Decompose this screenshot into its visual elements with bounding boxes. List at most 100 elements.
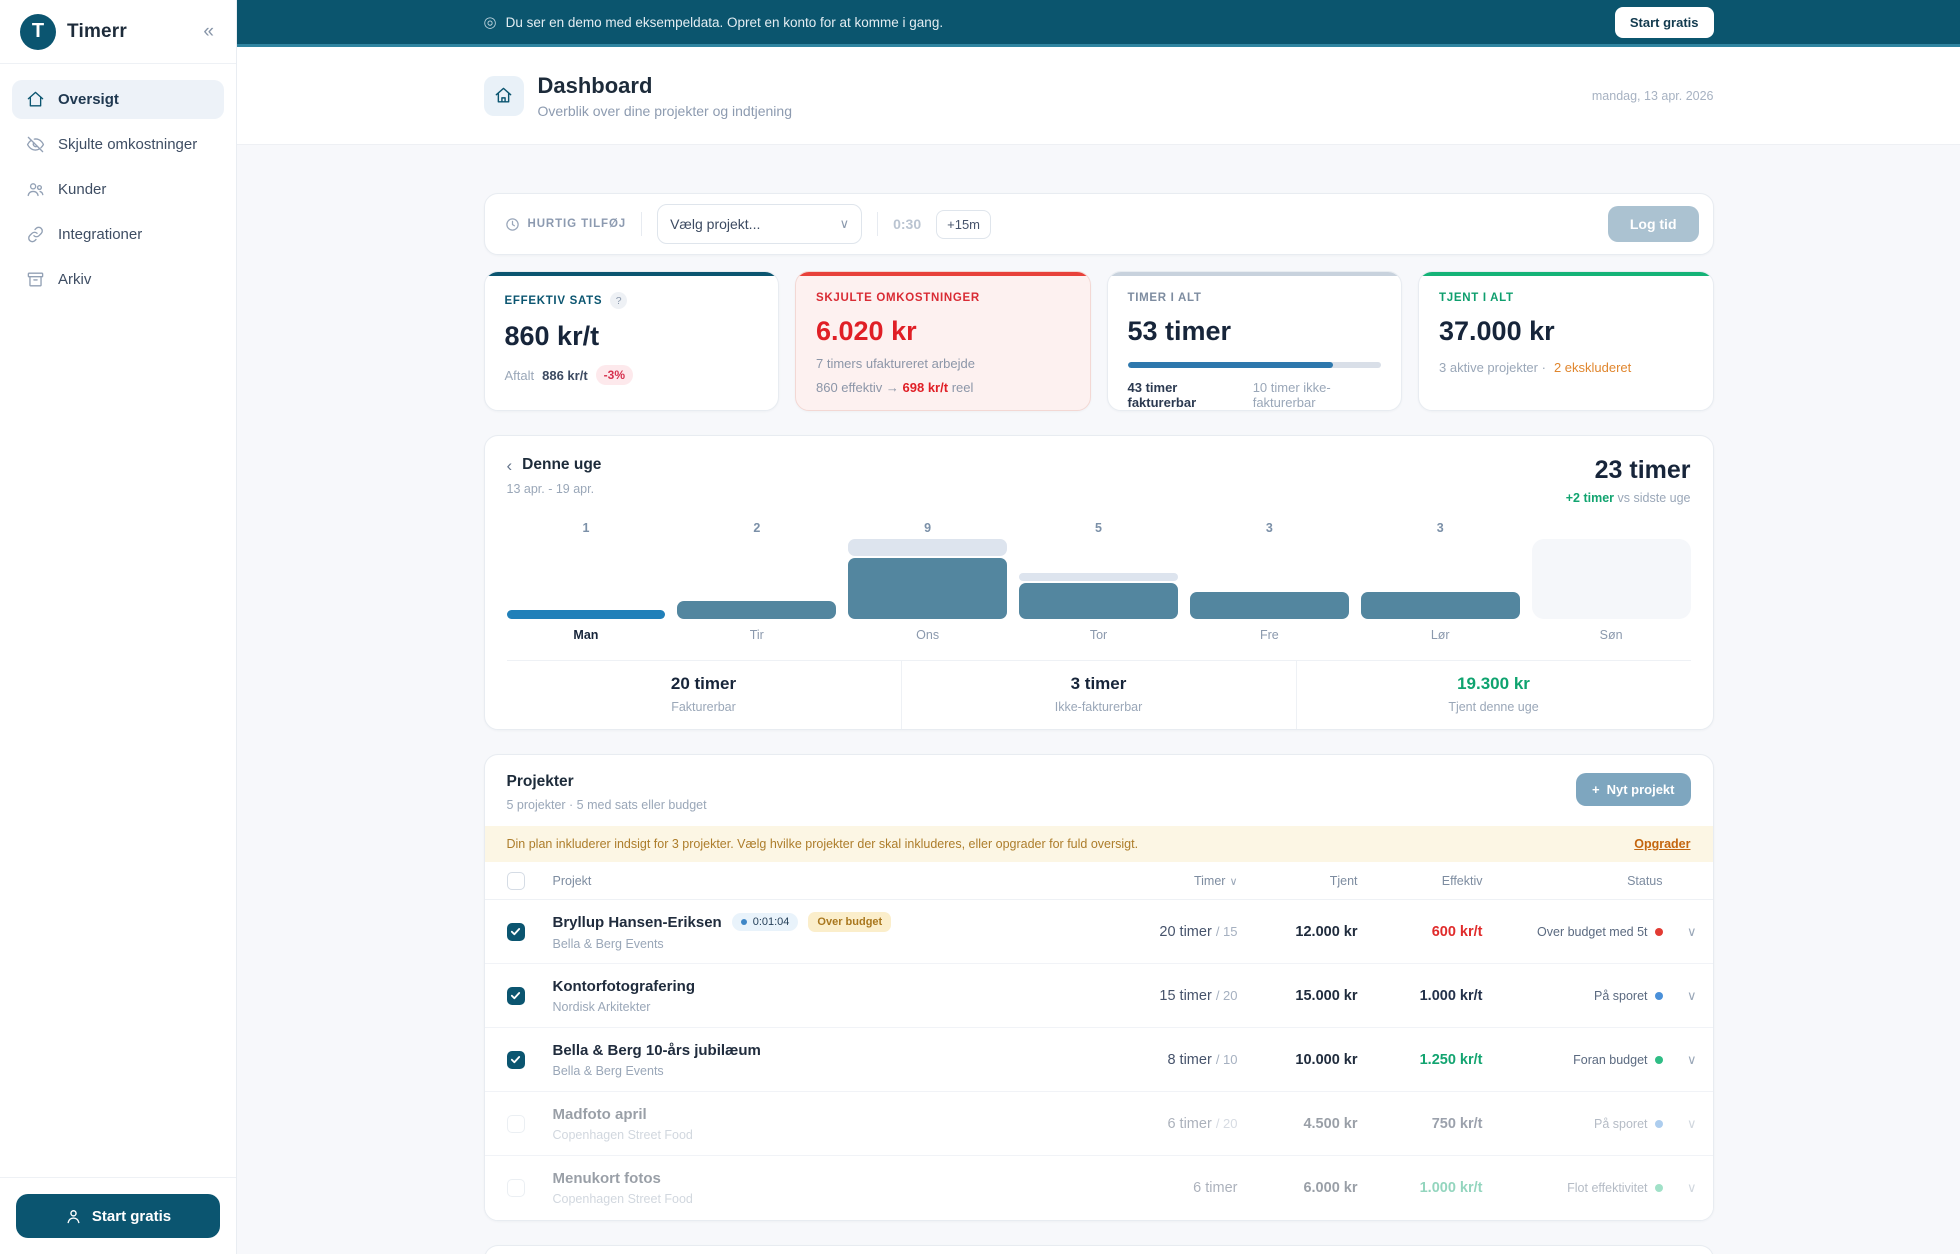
banner-start-gratis-button[interactable]: Start gratis [1614,6,1714,38]
over-budget-tag: Over budget [808,912,892,932]
sidebar-start-gratis-button[interactable]: Start gratis [16,1194,220,1238]
bar-value-label: 2 [753,521,761,535]
select-all-checkbox[interactable] [506,871,525,890]
stat-value: 860 kr/t [504,321,600,351]
expand-row-chevron-icon[interactable]: ∨ [1686,1180,1697,1195]
stat-label: EFFEKTIV SATS [504,294,603,307]
project-row: Menukort fotos Copenhagen Street Food 6 ti… [484,1156,1713,1220]
stat-card-effektiv-sats: EFFEKTIV SATS ? 860 kr/t Aftalt 886 kr/t… [483,271,779,411]
new-project-button[interactable]: + Nyt projekt [1576,773,1691,806]
plus-icon: + [1592,782,1600,797]
project-client: Copenhagen Street Food [552,1192,693,1206]
project-checkbox[interactable] [506,1050,525,1069]
duration-display: 0:30 [893,216,922,232]
bar-nonbillable-segment [848,539,1008,557]
bar-area [1531,539,1691,619]
sidebar-item-label: Arkiv [58,271,92,288]
sidebar-item-integrationer[interactable]: Integrationer [12,215,224,254]
sidebar-item-oversigt[interactable]: Oversigt [12,80,224,119]
upgrade-link[interactable]: Opgrader [1634,837,1691,851]
users-icon [27,183,44,197]
brand: T Timerr [20,13,127,50]
week-summary: 20 timer Fakturerbar 3 timer Ikke-faktur… [506,660,1691,729]
sidebar: T Timerr « Oversigt Skjulte omkostninger K… [0,0,237,1254]
bar-area [848,539,1008,619]
project-name: Madfoto april [552,1105,647,1123]
page-header: Dashboard Overblik over dine projekter o… [237,47,1960,145]
expand-row-chevron-icon[interactable]: ∨ [1686,1051,1697,1067]
project-name: Bryllup Hansen-Eriksen [552,913,722,931]
sidebar-footer: Start gratis [0,1177,236,1254]
stat-card-skjulte-omkostninger: SKJULTE OMKOSTNINGER 6.020 kr 7 timers u… [795,271,1091,411]
week-title: Denne uge [522,456,602,473]
sidebar-collapse-button[interactable]: « [199,18,218,45]
project-effective-rate: 750 kr/t [1431,1115,1483,1132]
week-bar-chart: 1 Man 2 Tir 9 Ons 5 Tor 3 Fre 3 Lør Søn [506,521,1691,644]
sidebar-nav: Oversigt Skjulte omkostninger Kunder Integr… [0,64,236,1177]
week-total-hours: 23 timer [1594,456,1691,484]
stat-label: TIMER I ALT [1127,292,1202,304]
week-card: ‹ Denne uge 13 apr. - 19 apr. 23 timer +… [483,435,1714,730]
chart-day-man[interactable]: 1 Man [506,521,666,644]
summary-nonbillable: 3 timer Ikke-fakturerbar [900,661,1296,729]
log-time-button[interactable]: Log tid [1607,206,1699,242]
expand-row-chevron-icon[interactable]: ∨ [1686,1115,1697,1131]
bar-area [1189,539,1349,619]
summary-earned: 19.300 kr Tjent denne uge [1295,661,1691,729]
billable-progress-track [1127,362,1381,368]
person-icon [67,1209,80,1223]
sidebar-item-skjulte-omkostninger[interactable]: Skjulte omkostninger [12,125,224,164]
col-timer[interactable]: Timer ∨ [1193,873,1238,888]
running-timer-badge: 0:01:04 [731,913,799,931]
project-hours: 20 timer / 15 [1159,923,1238,940]
chart-day-tir[interactable]: 2 Tir [677,521,837,644]
unbilled-note: 7 timers ufaktureret arbejde [816,356,975,371]
agreed-rate-label: Aftalt [504,367,535,383]
sidebar-item-label: Skjulte omkostninger [58,136,198,153]
chart-day-lør[interactable]: 3 Lør [1360,521,1520,644]
project-row: Kontorfotografering Nordisk Arkitekter 15 … [484,964,1713,1028]
logo-letter: T [31,20,45,42]
stat-label: TJENT I ALT [1439,292,1514,304]
project-select[interactable]: Vælg projekt... ∨ [657,204,863,244]
chart-day-ons[interactable]: 9 Ons [848,521,1008,644]
project-checkbox[interactable] [506,986,525,1005]
sidebar-item-kunder[interactable]: Kunder [12,170,224,209]
day-label: Tir [749,628,764,642]
stat-value: 37.000 kr [1439,316,1555,346]
project-effective-rate: 1.250 kr/t [1419,1051,1483,1068]
project-checkbox[interactable] [506,1179,525,1197]
demo-eye-icon: ◎ [483,14,497,31]
brand-name: Timerr [67,20,127,42]
help-icon[interactable]: ? [610,292,628,309]
summary-billable: 20 timer Fakturerbar [670,674,737,714]
expand-row-chevron-icon[interactable]: ∨ [1686,987,1697,1003]
project-earned: 15.000 kr [1295,987,1358,1004]
chart-day-tor[interactable]: 5 Tor [1019,521,1178,644]
status-dot-icon [1654,927,1663,936]
previous-week-button[interactable]: ‹ [506,455,513,475]
bar-area [677,539,837,619]
project-select-value: Vælg projekt... [670,216,761,232]
project-earned: 4.500 kr [1303,1115,1358,1132]
link-icon [28,226,43,243]
add-15m-button[interactable]: +15m [936,209,992,239]
divider [877,212,879,236]
expand-row-chevron-icon[interactable]: ∨ [1686,923,1697,939]
project-name: Kontorfotografering [552,977,695,995]
sidebar-item-arkiv[interactable]: Arkiv [12,260,224,299]
project-hours: 15 timer / 20 [1159,987,1238,1004]
plan-notice: Din plan inkluderer indsigt for 3 projek… [484,826,1713,862]
stat-label: SKJULTE OMKOSTNINGER [816,292,980,304]
bar-billable-segment [1360,592,1520,619]
chart-day-søn[interactable]: Søn [1531,521,1691,644]
week-range: 13 apr. - 19 apr. [506,482,595,496]
chart-day-fre[interactable]: 3 Fre [1189,521,1349,644]
day-label: Ons [916,628,940,642]
plan-notice-text: Din plan inkluderer indsigt for 3 projek… [506,837,1139,851]
projects-title: Projekter [506,773,574,790]
project-earned: 10.000 kr [1295,1051,1358,1068]
project-checkbox[interactable] [506,922,525,941]
project-checkbox[interactable] [506,1114,525,1133]
bar-billable-segment [1189,592,1349,619]
